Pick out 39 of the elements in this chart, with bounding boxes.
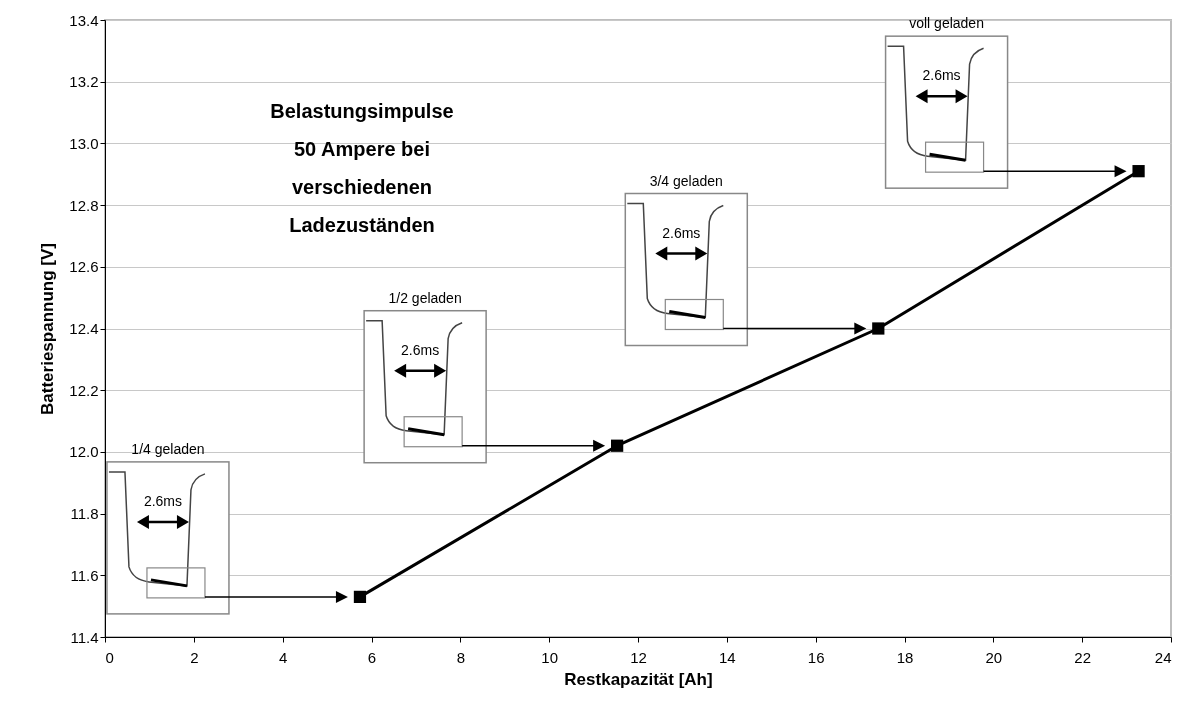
annotation: voll geladen bbox=[909, 15, 984, 32]
point bbox=[353, 590, 367, 604]
annotation: 2.6ms bbox=[662, 224, 701, 241]
point bbox=[1132, 165, 1145, 178]
x-tick-label: 20 bbox=[985, 648, 1003, 666]
annotation: 2.6ms bbox=[922, 67, 961, 84]
x-tick-label: 22 bbox=[1074, 648, 1092, 666]
x-tick-label: 12 bbox=[630, 648, 647, 666]
y-tick-label: 11.6 bbox=[70, 566, 99, 584]
x-tick-label: 6 bbox=[367, 648, 377, 666]
y-tick-label: 12.4 bbox=[69, 320, 99, 337]
point bbox=[611, 439, 624, 452]
x-tick-label: 2 bbox=[190, 648, 199, 666]
y-tick-label: 11.4 bbox=[70, 628, 99, 646]
annotation: 1/2 geladen bbox=[388, 289, 462, 306]
x-tick-label: 18 bbox=[896, 648, 914, 666]
y-tick-label: 13.4 bbox=[69, 11, 99, 29]
y-tick-label: 13.2 bbox=[69, 73, 99, 91]
annotation: 1/4 geladen bbox=[131, 440, 205, 457]
x-tick-label: 8 bbox=[456, 648, 466, 666]
x-axis-title: Restkapazität [Ah] bbox=[564, 669, 713, 689]
y-tick-label: 11.8 bbox=[70, 505, 99, 523]
annotation: 3/4 geladen bbox=[649, 172, 723, 189]
x-tick-label: 10 bbox=[541, 648, 559, 666]
y-tick-label: 12.6 bbox=[69, 258, 99, 276]
annotation: Belastungsimpulse 50 Ampere bei verschiedenen Ladezuständen bbox=[270, 100, 454, 236]
annotation: 2.6ms bbox=[143, 492, 183, 509]
annotation: 2.6ms bbox=[401, 341, 440, 358]
x-tick-label: 24 bbox=[1154, 648, 1172, 666]
y-axis-title: Batteriespannung [V] bbox=[38, 243, 58, 415]
y-tick-label: 12.8 bbox=[69, 196, 99, 214]
x-tick-label: 4 bbox=[278, 648, 288, 666]
x-tick-label: 16 bbox=[807, 648, 825, 666]
y-tick-label: 13.0 bbox=[69, 134, 99, 152]
point bbox=[872, 322, 885, 335]
x-tick-label: 14 bbox=[718, 648, 736, 666]
x-tick-label: 0 bbox=[105, 648, 114, 666]
y-tick-label: 12.0 bbox=[69, 443, 99, 461]
y-tick-label: 12.2 bbox=[69, 381, 99, 399]
